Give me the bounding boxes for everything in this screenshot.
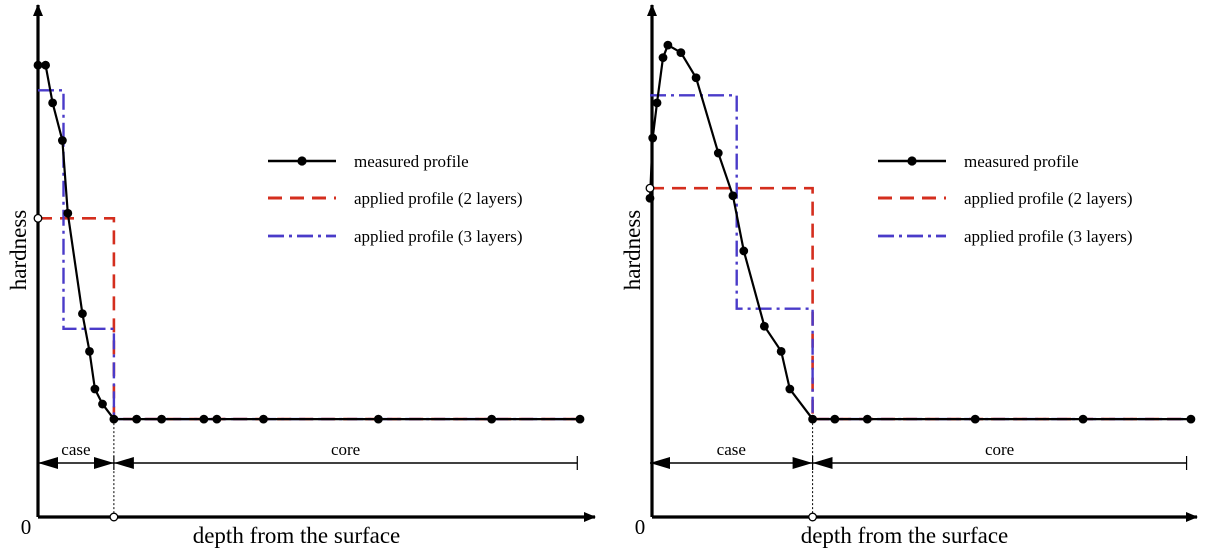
data-point — [728, 191, 738, 201]
data-point — [33, 60, 43, 70]
region-label-core: core — [985, 440, 1014, 459]
data-point — [63, 208, 73, 218]
x-axis-open-marker — [109, 512, 119, 522]
data-point — [970, 414, 980, 424]
legend-label-3: applied profile (3 layers) — [964, 227, 1133, 246]
x-axis-label: depth from the surface — [801, 523, 1009, 548]
region-label-case: case — [61, 440, 90, 459]
origin-label: 0 — [21, 515, 32, 539]
data-point — [1186, 414, 1196, 424]
y-axis-open-marker — [33, 213, 43, 223]
data-point — [676, 48, 686, 58]
legend-label-1: measured profile — [354, 152, 469, 171]
data-point — [41, 60, 50, 70]
data-point — [691, 73, 701, 83]
data-point — [862, 414, 872, 424]
data-point — [785, 384, 795, 394]
data-point — [85, 346, 94, 356]
data-point — [713, 148, 723, 158]
data-point — [157, 414, 166, 424]
region-label-case: case — [717, 440, 746, 459]
legend-label-1: measured profile — [964, 152, 1079, 171]
legend-marker — [907, 156, 917, 166]
data-point — [132, 414, 142, 424]
data-point — [658, 53, 668, 63]
series-line-3 — [650, 94, 1192, 421]
legend-label-2: applied profile (2 layers) — [354, 189, 523, 208]
series-line-2 — [38, 217, 580, 421]
data-point — [759, 321, 769, 331]
legend-label-2: applied profile (2 layers) — [964, 189, 1133, 208]
legend-label-3: applied profile (3 layers) — [354, 227, 523, 246]
data-point — [645, 193, 655, 203]
data-point — [212, 414, 222, 424]
data-point — [48, 98, 58, 108]
data-point — [648, 133, 658, 143]
y-axis-open-marker — [645, 183, 655, 193]
data-point — [109, 414, 119, 424]
region-label-core: core — [331, 440, 360, 459]
data-point — [373, 414, 383, 424]
legend-marker — [297, 156, 307, 166]
data-point — [776, 346, 786, 356]
data-point — [652, 98, 662, 108]
chart-panel-2: depth from the surface hardness 0 case core m… — [620, 4, 1198, 548]
data-point — [90, 384, 100, 394]
data-point — [575, 414, 585, 424]
data-point — [830, 414, 840, 424]
origin-label: 0 — [635, 515, 646, 539]
x-axis-open-marker — [808, 512, 818, 522]
data-point — [1078, 414, 1088, 424]
series-line-2 — [650, 186, 1192, 421]
data-point — [663, 40, 673, 50]
data-point — [739, 246, 749, 256]
data-point — [487, 414, 497, 424]
data-point — [57, 136, 67, 145]
data-point — [199, 414, 209, 424]
data-point — [808, 414, 817, 424]
series-line-3 — [38, 89, 580, 421]
data-point — [259, 414, 268, 424]
chart-panel-1: depth from the surface hardness 0 case core m… — [6, 4, 596, 548]
data-point — [78, 309, 87, 319]
data-point — [98, 399, 107, 409]
y-axis-label: hardness — [620, 210, 645, 291]
y-axis-label: hardness — [6, 210, 31, 291]
x-axis-label: depth from the surface — [193, 523, 401, 548]
series-line-1 — [38, 64, 580, 421]
